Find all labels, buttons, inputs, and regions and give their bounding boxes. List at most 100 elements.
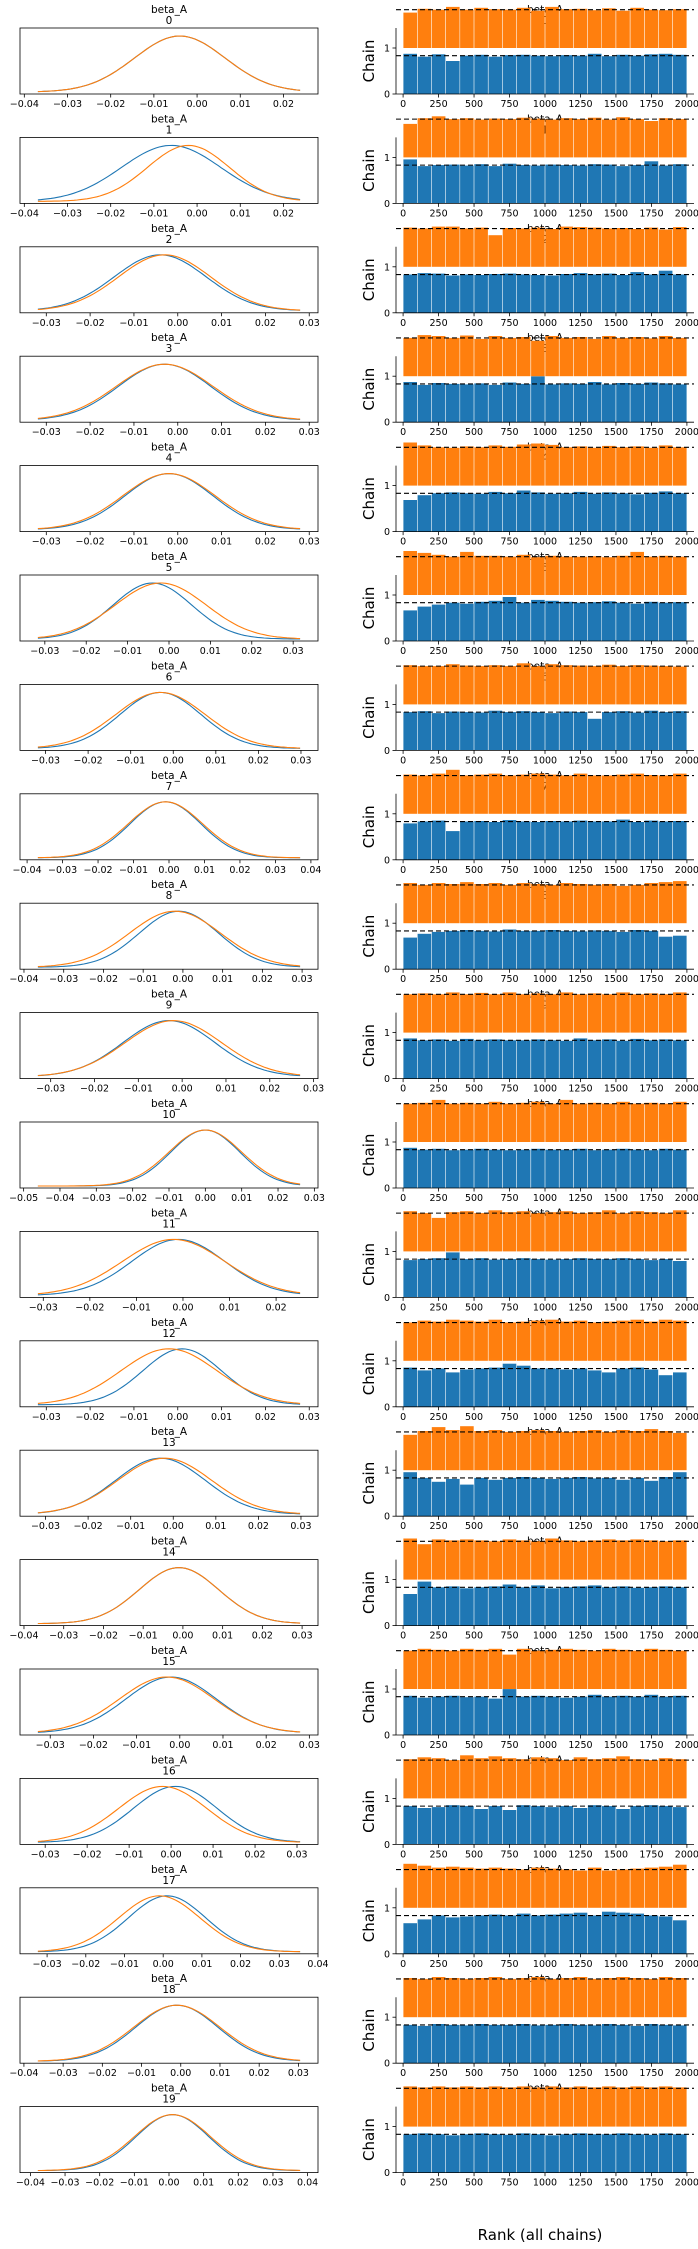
panel-subtitle: 7 — [542, 781, 549, 793]
rank-bar-chain-1 — [446, 1866, 460, 1908]
rank-bar-chain-1 — [602, 1648, 616, 1689]
rank-bar-chain-0 — [644, 1150, 659, 1188]
rank-bar-chain-1 — [559, 1211, 574, 1252]
rank-bar-chain-0 — [531, 1368, 545, 1407]
rank-bar-chain-0 — [630, 1259, 644, 1298]
x-tick-label: 1500 — [604, 1740, 628, 1751]
x-tick-label: 1500 — [604, 646, 628, 657]
rank-bar-chain-0 — [516, 821, 531, 860]
rank-bar-chain-0 — [502, 2024, 517, 2064]
rank-bar-chain-1 — [431, 1758, 446, 1799]
rank-bar-chain-0 — [630, 712, 644, 751]
rank-bar-chain-1 — [587, 1430, 602, 1471]
rank-bar-chain-0 — [587, 1478, 602, 1517]
x-tick-label: 1000 — [533, 755, 557, 766]
rank-bar-chain-1 — [502, 1431, 517, 1471]
rank-bar-chain-1 — [502, 228, 517, 267]
rank-bar-chain-1 — [502, 337, 517, 377]
rank-bar-chain-0 — [545, 1368, 559, 1407]
rank-bar-chain-0 — [488, 1586, 503, 1626]
rank-bar-chain-1 — [502, 666, 517, 705]
rank-bar-chain-1 — [587, 775, 602, 814]
rank-bar-chain-1 — [559, 775, 574, 814]
x-tick-label: 0.01 — [205, 1521, 226, 1532]
x-tick-label: −0.01 — [129, 974, 158, 985]
rank-bar-chain-1 — [658, 1103, 673, 1142]
x-tick-label: 1500 — [604, 2178, 628, 2189]
x-tick-label: 0.00 — [186, 208, 207, 219]
rank-bar-chain-0 — [573, 491, 588, 532]
rank-bar-chain-0 — [602, 821, 616, 860]
x-tick-label: 0.01 — [215, 1084, 236, 1095]
x-tick-label: 1000 — [533, 1631, 557, 1642]
x-tick-label: 2000 — [675, 1412, 698, 1423]
rank-bar-chain-0 — [559, 1806, 574, 1845]
x-tick-label: 0.03 — [292, 974, 313, 985]
rank-bar-chain-0 — [658, 1477, 673, 1517]
x-tick-label: 0.03 — [290, 755, 311, 766]
rank-bar-chain-0 — [630, 165, 644, 204]
kde-panel-3: beta_A3 −0.03 −0.02 −0.01 0.00 0.01 0.02 0.03 — [19, 332, 320, 438]
rank-bar-chain-1 — [545, 6, 559, 48]
rank-bar-chain-1 — [658, 118, 673, 158]
panel-title: beta_A — [151, 1317, 188, 1329]
x-tick-label: 2000 — [675, 99, 698, 110]
x-tick-label: 750 — [500, 99, 518, 110]
rank-bar-chain-0 — [587, 602, 602, 641]
rank-bar-chain-1 — [474, 1213, 488, 1252]
rank-bar-chain-0 — [545, 930, 559, 970]
rank-bar-chain-1 — [658, 445, 673, 486]
rank-bar-chain-0 — [516, 1805, 531, 1845]
rank-bar-chain-1 — [673, 1540, 687, 1580]
x-tick-label: 2000 — [675, 318, 698, 329]
rank-bar-chain-0 — [446, 1586, 460, 1626]
y-tick-label: 1 — [384, 919, 390, 930]
rank-bar-chain-0 — [403, 1472, 417, 1517]
rank-bar-chain-0 — [502, 1477, 517, 1517]
rank-bar-chain-0 — [502, 597, 517, 641]
x-tick-label: 0.04 — [300, 865, 321, 876]
x-tick-label: 0 — [400, 1631, 406, 1642]
rank-bar-chain-1 — [602, 8, 616, 49]
rank-bar-chain-0 — [673, 1920, 687, 1954]
rank-bar-chain-1 — [559, 1760, 574, 1799]
x-tick-label: 1750 — [639, 865, 663, 876]
x-tick-label: 1250 — [568, 427, 592, 438]
kde-line-chain-0 — [37, 254, 301, 311]
rank-bar-chain-0 — [587, 53, 602, 94]
rank-bar-chain-1 — [431, 1539, 446, 1580]
x-tick-label: 0.02 — [248, 755, 269, 766]
rank-bar-chain-1 — [531, 227, 545, 267]
rank-bar-chain-0 — [573, 1258, 588, 1298]
x-tick-label: 500 — [465, 2178, 483, 2189]
rank-bar-chain-0 — [658, 270, 673, 313]
rank-bar-chain-1 — [474, 1321, 488, 1361]
rank-bar-chain-0 — [559, 274, 574, 313]
rank-bar-chain-1 — [488, 1756, 503, 1799]
rank-bar-chain-0 — [559, 601, 574, 641]
rank-bar-chain-1 — [446, 992, 460, 1033]
panel-subtitle: 9 — [542, 1000, 549, 1012]
rank-bar-chain-1 — [673, 1210, 687, 1252]
rank-bar-chain-0 — [644, 1805, 659, 1845]
rank-bar-chain-0 — [431, 1587, 446, 1626]
rank-bar-chain-0 — [545, 1588, 559, 1626]
kde-panel-18: beta_A18 −0.04 −0.03 −0.02 −0.01 0.00 0.01 0.02… — [9, 1973, 319, 2079]
x-tick-label: 0.00 — [172, 1084, 193, 1095]
rank-bar-chain-1 — [488, 1319, 503, 1361]
rank-bar-chain-0 — [516, 602, 531, 641]
x-tick-label: 1750 — [639, 974, 663, 985]
y-tick-label: 0 — [384, 1184, 390, 1195]
x-tick-label: −0.04 — [9, 2068, 38, 2079]
rank-bar-chain-0 — [616, 493, 630, 532]
kde-line-chain-1 — [37, 1785, 301, 1843]
rank-bar-chain-0 — [446, 1805, 460, 1845]
rank-bar-chain-1 — [488, 1648, 503, 1689]
x-tick-label: 2000 — [675, 1084, 698, 1095]
plot-frame — [19, 1887, 319, 1955]
kde-line-chain-0 — [37, 2114, 301, 2172]
rank-bar-chain-0 — [446, 831, 460, 860]
